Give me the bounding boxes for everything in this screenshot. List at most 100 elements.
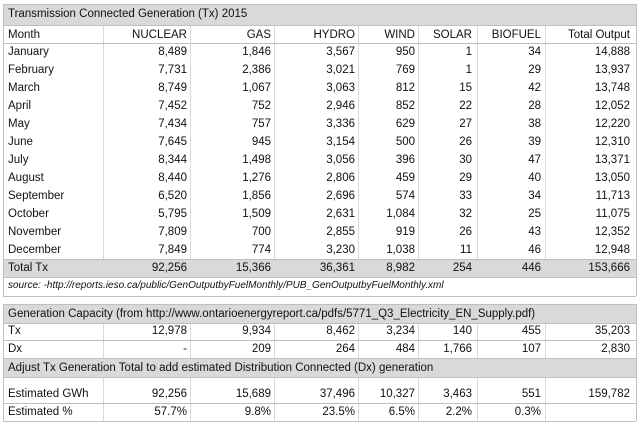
row-cell: 12,052 bbox=[594, 100, 630, 112]
capacity-row-cell: 2,830 bbox=[601, 343, 630, 355]
total-cell: 15,366 bbox=[235, 262, 271, 274]
column-border bbox=[418, 377, 419, 421]
row-cell: 42 bbox=[528, 82, 541, 94]
row-border bbox=[3, 25, 636, 26]
adjust-row-cell: 92,256 bbox=[151, 388, 187, 400]
row-cell: 30 bbox=[459, 154, 472, 166]
row-cell: 29 bbox=[459, 172, 472, 184]
row-cell: 26 bbox=[459, 226, 472, 238]
capacity-row-label: Dx bbox=[8, 343, 23, 355]
row-label: October bbox=[8, 208, 49, 220]
row-cell: 26 bbox=[459, 136, 472, 148]
row-cell: 14,888 bbox=[594, 46, 630, 58]
row-cell: 500 bbox=[395, 136, 415, 148]
adjust-row-cell: 23.5% bbox=[322, 406, 355, 418]
column-border bbox=[274, 377, 275, 421]
row-cell: 8,344 bbox=[158, 154, 187, 166]
row-cell: 25 bbox=[528, 208, 541, 220]
row-cell: 11,713 bbox=[595, 190, 630, 202]
row-border bbox=[3, 259, 636, 260]
row-border bbox=[3, 277, 636, 278]
row-cell: 7,849 bbox=[158, 244, 187, 256]
column-border bbox=[358, 26, 359, 277]
row-cell: 7,452 bbox=[158, 100, 187, 112]
adjust-row-cell: 37,496 bbox=[319, 388, 355, 400]
row-border bbox=[3, 4, 636, 5]
source-note: source: -http://reports.ieso.ca/public/G… bbox=[8, 280, 444, 291]
row-cell: 1,498 bbox=[242, 154, 271, 166]
row-cell: 43 bbox=[528, 226, 541, 238]
row-cell: 8,749 bbox=[158, 82, 187, 94]
capacity-row-cell: 35,203 bbox=[594, 325, 630, 337]
row-cell: 22 bbox=[459, 100, 472, 112]
total-cell: 8,982 bbox=[386, 262, 415, 274]
adjust-row-cell: 57.7% bbox=[154, 406, 187, 418]
header-cell: Total Output bbox=[567, 29, 630, 41]
row-cell: 7,434 bbox=[158, 118, 187, 130]
row-cell: 8,489 bbox=[158, 46, 187, 58]
row-cell: 2,696 bbox=[326, 190, 355, 202]
row-cell: 13,937 bbox=[594, 64, 630, 76]
row-label: July bbox=[8, 154, 29, 166]
capacity-row-cell: 484 bbox=[395, 343, 415, 355]
row-label: September bbox=[8, 190, 65, 202]
row-border bbox=[3, 323, 636, 324]
column-border bbox=[418, 26, 419, 277]
row-cell: 3,021 bbox=[326, 64, 355, 76]
row-cell: 12,310 bbox=[594, 136, 630, 148]
row-cell: 852 bbox=[395, 100, 415, 112]
row-cell: 459 bbox=[395, 172, 415, 184]
column-border bbox=[190, 26, 191, 277]
row-cell: 7,809 bbox=[158, 226, 187, 238]
adjust-row-label: Estimated % bbox=[8, 406, 73, 418]
adjust-row-cell: 159,782 bbox=[588, 388, 630, 400]
adjust-row-cell: 15,689 bbox=[235, 388, 271, 400]
row-cell: 945 bbox=[251, 136, 271, 148]
row-cell: 32 bbox=[459, 208, 472, 220]
row-cell: 769 bbox=[395, 64, 415, 76]
header-cell: NUCLEAR bbox=[132, 29, 187, 41]
column-border bbox=[103, 377, 104, 421]
row-cell: 13,371 bbox=[594, 154, 630, 166]
row-cell: 700 bbox=[251, 226, 271, 238]
capacity-row-cell: - bbox=[183, 343, 187, 355]
row-cell: 39 bbox=[528, 136, 541, 148]
row-cell: 12,948 bbox=[594, 244, 630, 256]
row-label: February bbox=[8, 64, 55, 76]
row-cell: 40 bbox=[528, 172, 541, 184]
row-cell: 629 bbox=[395, 118, 415, 130]
row-cell: 1,084 bbox=[386, 208, 415, 220]
header-cell: GAS bbox=[246, 29, 271, 41]
row-cell: 29 bbox=[528, 64, 541, 76]
row-cell: 2,806 bbox=[326, 172, 355, 184]
outer-border bbox=[3, 4, 4, 296]
row-label: June bbox=[8, 136, 33, 148]
row-cell: 752 bbox=[251, 100, 271, 112]
capacity-row-cell: 107 bbox=[521, 343, 541, 355]
row-cell: 8,440 bbox=[158, 172, 187, 184]
total-cell: 36,361 bbox=[319, 262, 355, 274]
row-cell: 774 bbox=[251, 244, 271, 256]
outer-border bbox=[636, 304, 637, 421]
adjust-row-cell: 3,463 bbox=[443, 388, 472, 400]
row-cell: 13,748 bbox=[594, 82, 630, 94]
adjust-row-cell: 2.2% bbox=[445, 406, 472, 418]
row-cell: 1,038 bbox=[386, 244, 415, 256]
capacity-band bbox=[3, 305, 636, 323]
row-cell: 34 bbox=[528, 46, 541, 58]
row-cell: 2,631 bbox=[326, 208, 355, 220]
column-border bbox=[190, 377, 191, 421]
row-cell: 3,567 bbox=[326, 46, 355, 58]
row-cell: 6,520 bbox=[158, 190, 187, 202]
row-cell: 3,154 bbox=[326, 136, 355, 148]
row-cell: 15 bbox=[459, 82, 472, 94]
capacity-row-cell: 455 bbox=[521, 325, 541, 337]
row-border bbox=[3, 304, 636, 305]
header-cell: WIND bbox=[384, 29, 415, 41]
row-border bbox=[3, 421, 636, 422]
adjust-row-label: Estimated GWh bbox=[8, 388, 89, 400]
capacity-row-label: Tx bbox=[8, 325, 21, 337]
row-cell: 1,067 bbox=[242, 82, 271, 94]
column-border bbox=[477, 26, 478, 277]
